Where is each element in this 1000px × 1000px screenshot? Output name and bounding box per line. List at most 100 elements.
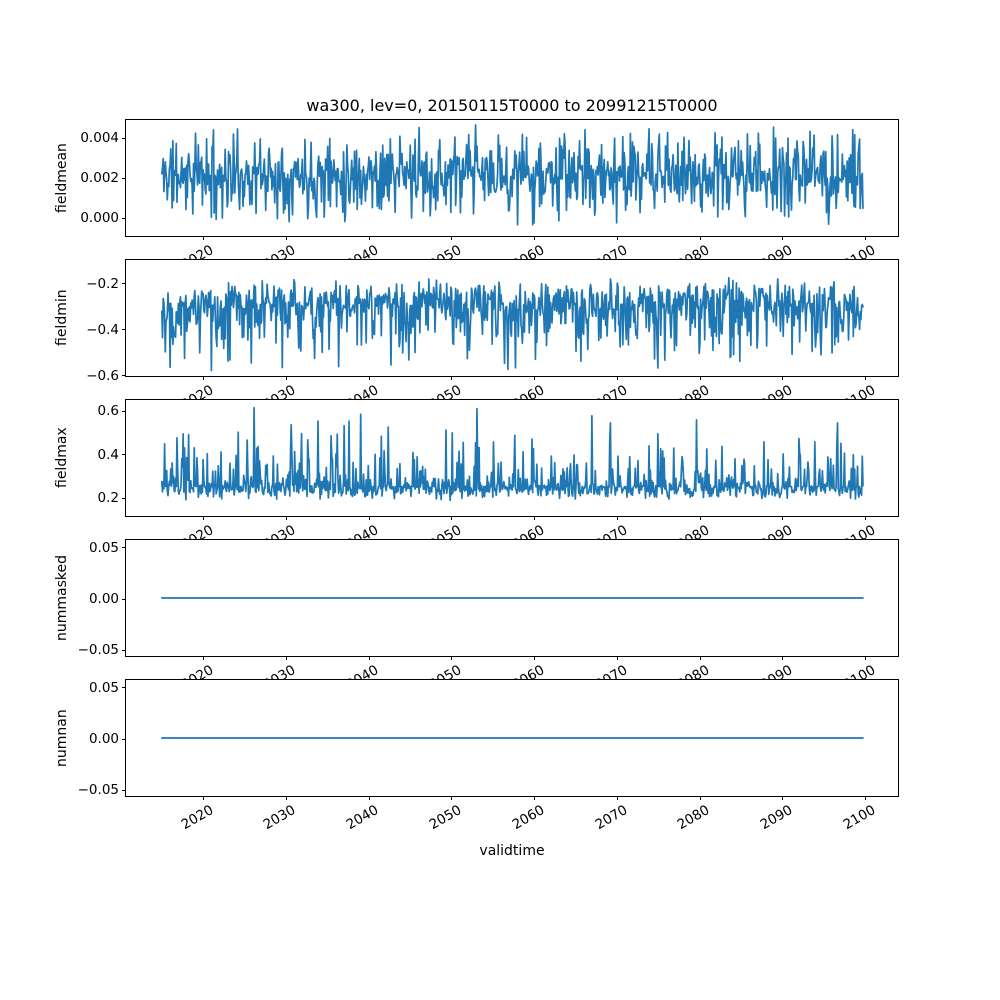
x-axis-label: validtime — [479, 843, 545, 859]
y-tick-mark — [122, 649, 126, 651]
y-tick-label: 0.4 — [97, 446, 119, 463]
x-tick-label: 2070 — [592, 802, 630, 834]
x-tick-mark — [782, 796, 784, 800]
x-tick-mark — [616, 796, 618, 800]
x-tick-mark — [202, 236, 204, 240]
y-tick-mark — [122, 329, 126, 331]
x-tick-mark — [285, 376, 287, 380]
y-tick-mark — [122, 687, 126, 689]
y-tick-label: 0.00 — [88, 731, 119, 747]
x-tick-label: 2090 — [757, 802, 796, 834]
y-tick-mark — [122, 177, 126, 179]
y-tick-label: −0.4 — [86, 321, 119, 338]
x-tick-label: 2060 — [509, 802, 548, 834]
x-tick-mark — [451, 656, 453, 660]
x-tick-mark — [534, 796, 536, 800]
y-tick-label: 0.05 — [88, 679, 119, 696]
x-tick-mark — [865, 656, 867, 660]
x-tick-mark — [534, 376, 536, 380]
x-tick-mark — [782, 376, 784, 380]
y-tick-label: −0.05 — [77, 642, 119, 659]
x-tick-label: 2080 — [674, 802, 713, 834]
y-tick-mark — [122, 789, 126, 791]
x-tick-mark — [865, 516, 867, 520]
line-chart-nummasked — [160, 597, 864, 599]
subplot-numnan: numnan 0.05 0.00 −0.05 — [54, 679, 899, 800]
x-tick-label: 2030 — [261, 802, 299, 834]
y-tick-mark — [122, 497, 126, 499]
data-series-line — [160, 124, 864, 226]
y-tick-label: 0.05 — [88, 539, 119, 556]
x-tick-mark — [699, 656, 701, 660]
x-tick-mark — [534, 516, 536, 520]
y-tick-mark — [122, 283, 126, 285]
x-tick-mark — [534, 236, 536, 240]
data-series-line — [160, 276, 864, 372]
y-tick-mark — [122, 375, 126, 377]
y-tick-mark — [122, 738, 126, 740]
y-tick-mark — [122, 547, 126, 549]
line-chart-fieldmean — [160, 124, 864, 226]
x-tick-mark — [451, 516, 453, 520]
x-tick-mark — [616, 236, 618, 240]
y-tick-mark — [122, 454, 126, 456]
y-tick-label: 0.6 — [97, 403, 119, 420]
x-tick-mark — [202, 656, 204, 660]
x-tick-mark — [782, 236, 784, 240]
y-axis-label-fieldmax: fieldmax — [54, 427, 70, 489]
y-axis-label-fieldmean: fieldmean — [54, 143, 70, 213]
subplot-fieldmean: fieldmean 0.004 0.002 0.000 — [54, 119, 899, 240]
x-tick-mark — [865, 376, 867, 380]
y-tick-mark — [122, 598, 126, 600]
y-tick-label: −0.6 — [86, 367, 119, 384]
y-tick-label: 0.000 — [80, 210, 119, 226]
x-tick-mark — [451, 376, 453, 380]
x-tick-mark — [865, 236, 867, 240]
y-tick-label: 0.2 — [97, 490, 119, 506]
data-series-line — [160, 406, 864, 502]
x-tick-mark — [285, 236, 287, 240]
x-tick-label: 2100 — [840, 802, 879, 834]
x-tick-label: 2050 — [426, 802, 465, 834]
subplot-fieldmax: fieldmax 0.6 0.4 0.2 — [54, 399, 899, 520]
x-tick-mark — [285, 656, 287, 660]
x-tick-mark — [699, 796, 701, 800]
y-tick-mark — [122, 217, 126, 219]
y-tick-label: 0.00 — [88, 591, 119, 607]
x-tick-mark — [699, 376, 701, 380]
x-tick-mark — [616, 656, 618, 660]
line-chart-numnan — [160, 737, 864, 739]
x-tick-mark — [616, 376, 618, 380]
subplot-fieldmin: fieldmin −0.2 −0.4 −0.6 — [54, 259, 899, 384]
subplot-nummasked: nummasked 0.05 0.00 −0.05 — [54, 539, 899, 660]
y-axis-label-fieldmin: fieldmin — [54, 289, 70, 347]
x-tick-mark — [865, 796, 867, 800]
x-tick-mark — [782, 656, 784, 660]
x-tick-mark — [285, 516, 287, 520]
line-chart-fieldmin — [160, 276, 864, 372]
x-tick-mark — [368, 516, 370, 520]
x-tick-label: 2020 — [178, 802, 216, 834]
x-tick-mark — [451, 796, 453, 800]
x-tick-mark — [534, 656, 536, 660]
x-tick-mark — [202, 796, 204, 800]
x-tick-mark — [451, 236, 453, 240]
x-tick-mark — [616, 516, 618, 520]
x-tick-mark — [368, 236, 370, 240]
y-tick-label: 0.002 — [80, 170, 119, 186]
y-axis-label-nummasked: nummasked — [54, 555, 70, 642]
figure-title: wa300, lev=0, 20150115T0000 to 20991215T… — [306, 96, 718, 115]
y-tick-label: 0.004 — [80, 130, 119, 146]
y-axis-label-numnan: numnan — [54, 709, 70, 767]
x-tick-mark — [368, 656, 370, 660]
x-tick-mark — [285, 796, 287, 800]
x-tick-mark — [368, 376, 370, 380]
x-tick-label: 2040 — [343, 802, 382, 834]
y-tick-mark — [122, 137, 126, 139]
x-tick-mark — [368, 796, 370, 800]
x-tick-mark — [782, 516, 784, 520]
y-tick-mark — [122, 410, 126, 412]
x-tick-mark — [699, 236, 701, 240]
x-tick-mark — [202, 376, 204, 380]
